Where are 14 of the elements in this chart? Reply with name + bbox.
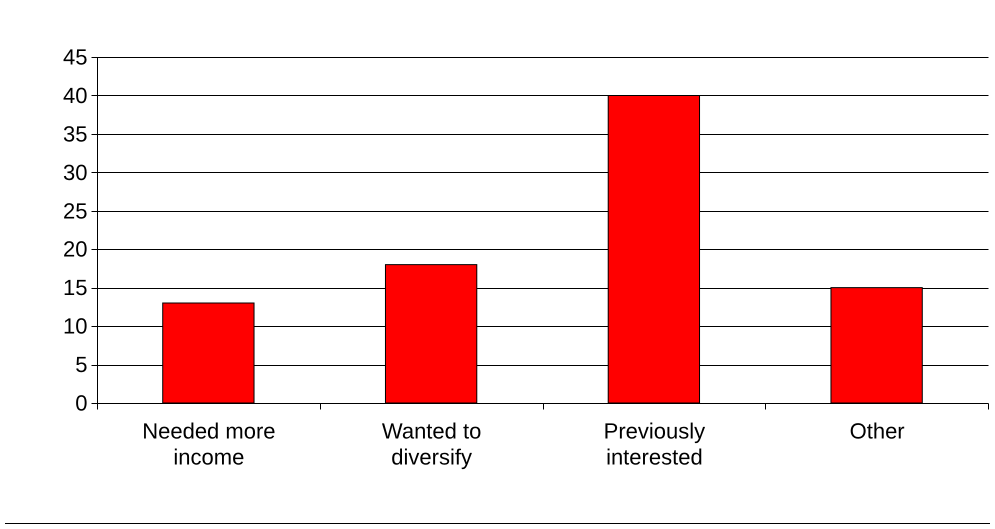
y-tick-label: 40 [63, 82, 88, 108]
x-tick-label: Other [850, 418, 905, 444]
x-tick-label: Previously interested [604, 418, 706, 470]
y-tick-label: 45 [63, 44, 88, 70]
y-tick-label: 0 [75, 390, 88, 416]
y-tick-label: 10 [63, 314, 88, 339]
y-tick-label: 5 [75, 352, 88, 378]
y-tick-label: 20 [63, 236, 88, 262]
y-tick-label: 25 [63, 198, 88, 224]
x-tick-label: Needed more income [142, 418, 276, 470]
x-tick-label: Wanted to diversify [382, 418, 482, 470]
y-tick-label: 15 [63, 275, 88, 300]
y-tick-label: 30 [63, 160, 88, 185]
y-tick-label: 35 [63, 121, 88, 146]
